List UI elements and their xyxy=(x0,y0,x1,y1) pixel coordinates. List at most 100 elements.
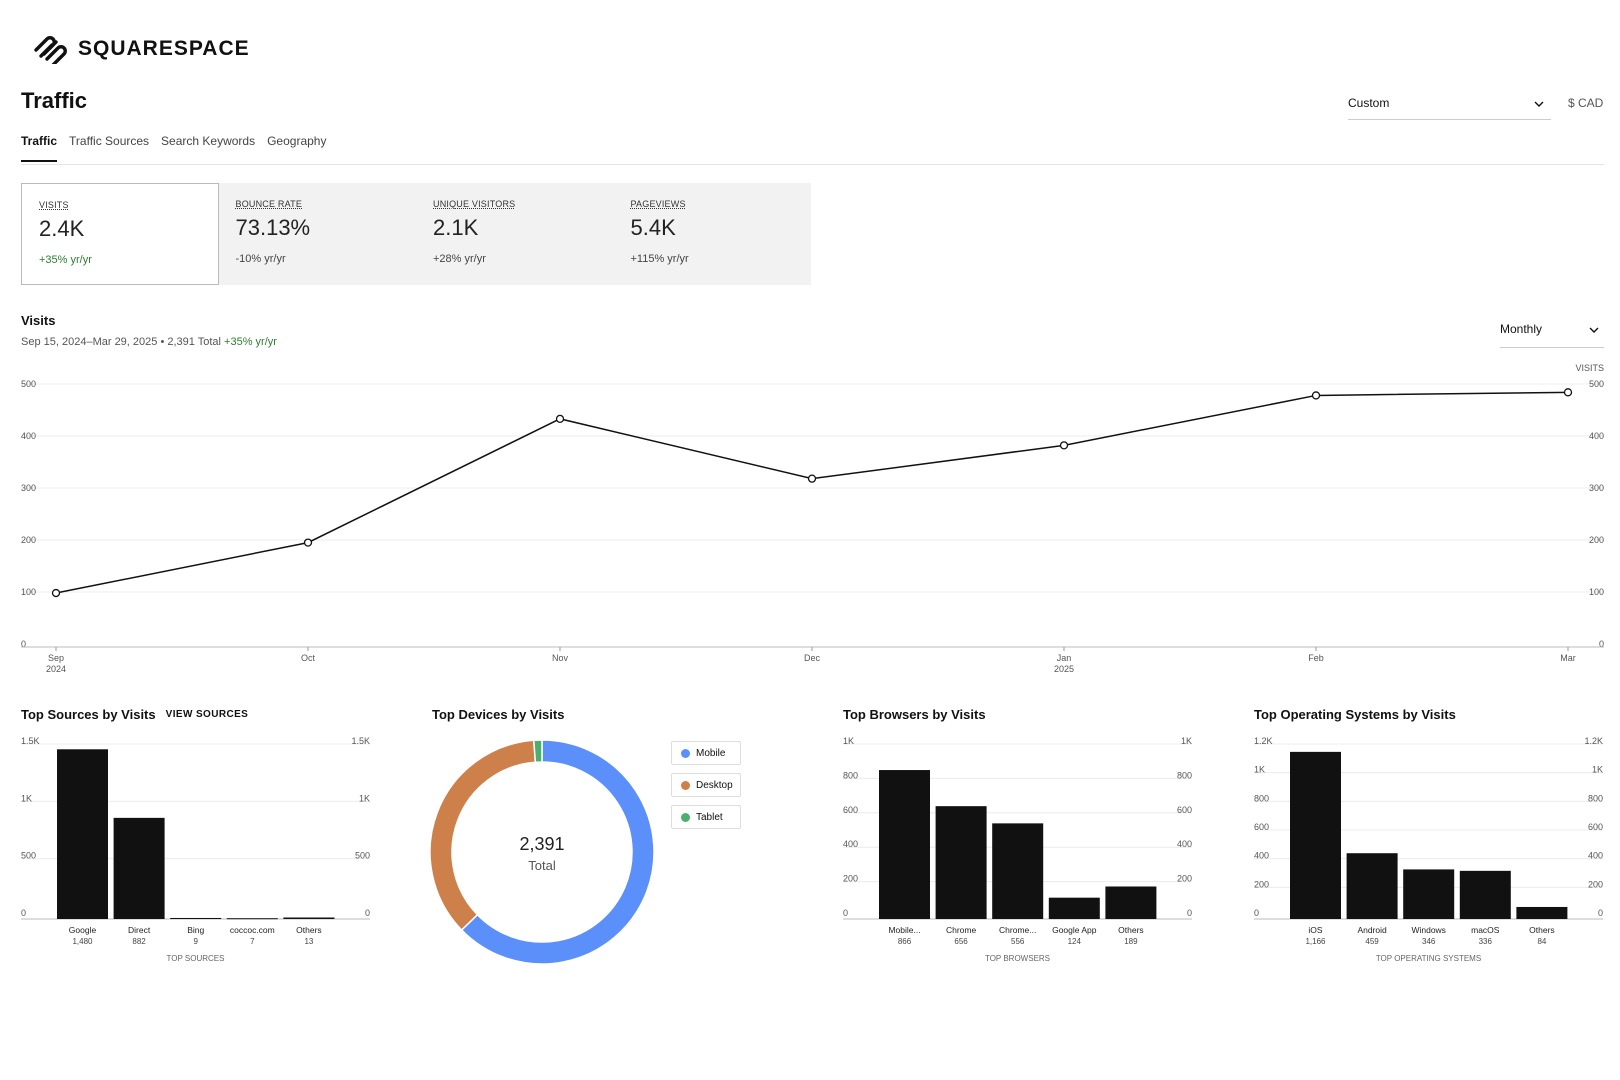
tab-geography[interactable]: Geography xyxy=(267,134,327,148)
metric-change: +35% yr/yr xyxy=(39,254,92,266)
y-tick-label-right: 0 xyxy=(1599,639,1604,649)
browser-bar xyxy=(992,823,1044,919)
y-tick-label-right: 800 xyxy=(1588,793,1603,803)
legend-label: Desktop xyxy=(696,779,733,791)
page-title: Traffic xyxy=(21,88,88,113)
metric-value: 2.4K xyxy=(39,216,85,241)
browser-value-label: 656 xyxy=(954,937,968,946)
source-category-label: Direct xyxy=(128,925,151,935)
os-bar xyxy=(1403,869,1455,919)
browser-category-label: Chrome xyxy=(946,925,977,935)
data-point xyxy=(555,414,565,423)
metric-label: VISITS xyxy=(39,200,69,210)
browser-value-label: 556 xyxy=(1011,937,1025,946)
interval-select[interactable]: Monthly xyxy=(1500,322,1604,348)
y-tick-label-right: 500 xyxy=(355,851,370,861)
x-tick-label: Jan xyxy=(1057,653,1072,663)
y-tick-label-left: 600 xyxy=(1254,822,1269,832)
data-point xyxy=(303,538,313,547)
y-tick-label-left: 1K xyxy=(1254,765,1265,775)
metric-label: PAGEVIEWS xyxy=(630,199,686,209)
os-bar xyxy=(1290,751,1341,919)
y-tick-label-right: 600 xyxy=(1177,805,1192,815)
source-value-label: 7 xyxy=(250,937,255,946)
y-tick-label-right: 1.5K xyxy=(351,736,370,746)
os-category-label: iOS xyxy=(1308,925,1323,935)
tab-bar: Traffic Traffic Sources Search Keywords … xyxy=(21,134,326,162)
metric-cards: VISITS 2.4K +35% yr/yr BOUNCE RATE 73.13… xyxy=(21,183,811,285)
brand-name: SQUARESPACE xyxy=(78,37,250,60)
legend-dot-tablet xyxy=(681,812,690,822)
y-tick-label-left: 0 xyxy=(1254,908,1259,918)
metric-card-visits[interactable]: VISITS 2.4K +35% yr/yr xyxy=(21,183,219,285)
y-tick-label-right: 0 xyxy=(1598,908,1603,918)
metric-card-pageviews[interactable]: PAGEVIEWS 5.4K +115% yr/yr xyxy=(614,183,812,285)
view-sources-link[interactable]: VIEW SOURCES xyxy=(165,709,249,720)
data-point xyxy=(807,474,817,483)
metric-card-bounce-rate[interactable]: BOUNCE RATE 73.13% -10% yr/yr xyxy=(219,183,417,285)
x-axis-label: TOP SOURCES xyxy=(167,954,225,963)
y-tick-label-left: 0 xyxy=(21,639,26,649)
currency-label: $ CAD xyxy=(1568,96,1604,110)
tab-search-keywords[interactable]: Search Keywords xyxy=(161,134,256,148)
metric-value: 5.4K xyxy=(630,215,676,240)
y-tick-label-left: 200 xyxy=(843,874,858,884)
visits-range: Sep 15, 2024–Mar 29, 2025 • 2,391 Total xyxy=(21,336,221,348)
visits-subtitle: Sep 15, 2024–Mar 29, 2025 • 2,391 Total … xyxy=(21,336,277,348)
top-devices-title: Top Devices by Visits xyxy=(432,707,565,722)
tab-traffic-sources[interactable]: Traffic Sources xyxy=(69,134,150,148)
browser-bar xyxy=(935,806,987,919)
chevron-down-icon xyxy=(1589,327,1599,333)
metric-label: BOUNCE RATE xyxy=(235,199,303,209)
visits-title: Visits xyxy=(21,313,56,328)
x-tick-label: Mar xyxy=(1560,653,1576,663)
y-tick-label-left: 1.2K xyxy=(1254,736,1273,746)
browser-category-label: Google App xyxy=(1052,925,1097,935)
os-value-label: 84 xyxy=(1537,937,1546,946)
date-range-select[interactable]: Custom xyxy=(1348,92,1551,120)
os-value-label: 346 xyxy=(1422,937,1436,946)
os-category-label: macOS xyxy=(1471,925,1500,935)
x-tick-label: Dec xyxy=(804,653,821,663)
source-bar xyxy=(57,749,108,919)
browser-bar xyxy=(879,770,930,919)
y-tick-label-left: 400 xyxy=(21,431,36,441)
top-browsers-title: Top Browsers by Visits xyxy=(843,707,986,722)
interval-value: Monthly xyxy=(1500,322,1543,336)
y-tick-label-left: 1K xyxy=(843,736,854,746)
legend-dot-mobile xyxy=(681,748,690,758)
metric-change: +115% yr/yr xyxy=(630,253,689,265)
metric-value: 2.1K xyxy=(433,215,479,240)
tab-traffic[interactable]: Traffic xyxy=(21,134,58,162)
y-tick-label-right: 400 xyxy=(1589,431,1604,441)
y-tick-label-left: 0 xyxy=(21,908,26,918)
os-value-label: 1,166 xyxy=(1305,937,1326,946)
brand-logo[interactable]: SQUARESPACE xyxy=(32,34,250,64)
legend-item-desktop[interactable]: Desktop xyxy=(671,773,741,797)
top-sources-chart: 0 0 500 500 1K 1K 1.5K 1.5K Google 1,480 Direct 882… xyxy=(21,736,370,963)
os-bar xyxy=(1459,870,1511,919)
y-tick-label-right: 1K xyxy=(1181,736,1192,746)
source-bar xyxy=(113,817,165,919)
y-tick-label-right: 300 xyxy=(1589,483,1604,493)
legend-item-tablet[interactable]: Tablet xyxy=(671,805,741,829)
x-tick-label: Nov xyxy=(552,653,569,663)
y-axis-label: VISITS xyxy=(1575,363,1604,373)
os-value-label: 459 xyxy=(1365,937,1379,946)
y-tick-label-left: 1K xyxy=(21,793,32,803)
y-tick-label-right: 1K xyxy=(1592,765,1603,775)
browser-value-label: 124 xyxy=(1068,937,1082,946)
y-tick-label-left: 800 xyxy=(1254,793,1269,803)
x-tick-label: Oct xyxy=(301,653,316,663)
legend-label: Mobile xyxy=(696,747,726,759)
visits-series-line xyxy=(55,391,1569,594)
visits-line-chart: VISITS 0 0 100 100 200 200 300 300 400 400 500 500 Se… xyxy=(21,363,1604,674)
metric-card-unique-visitors[interactable]: UNIQUE VISITORS 2.1K +28% yr/yr xyxy=(416,183,614,285)
y-tick-label-left: 0 xyxy=(843,908,848,918)
os-value-label: 336 xyxy=(1479,937,1493,946)
y-tick-label-right: 0 xyxy=(1187,908,1192,918)
chevron-down-icon xyxy=(1534,101,1544,107)
y-tick-label-left: 400 xyxy=(843,839,858,849)
legend-item-mobile[interactable]: Mobile xyxy=(671,741,741,765)
source-bar xyxy=(170,917,222,919)
